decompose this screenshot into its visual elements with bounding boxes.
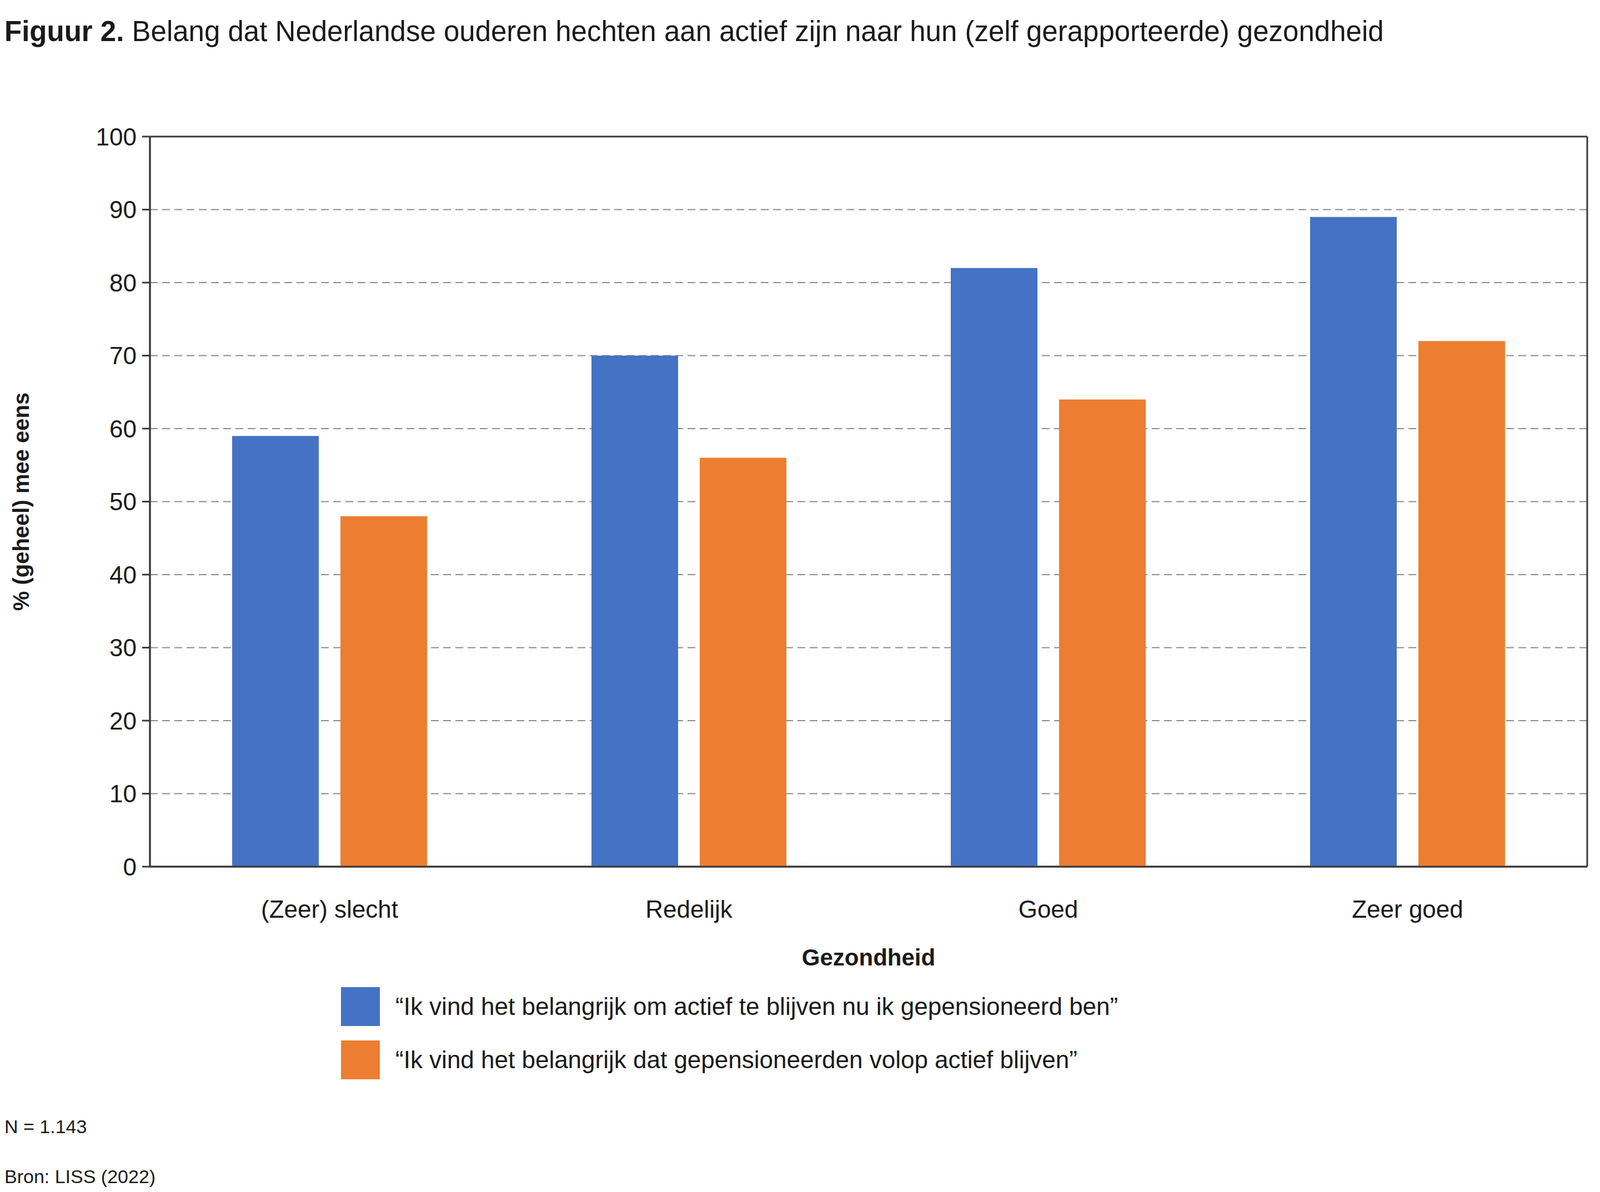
svg-text:Goed: Goed: [1018, 895, 1079, 924]
svg-text:90: 90: [109, 196, 137, 224]
html-text:Bron: LISS (2022): Bron: LISS (2022): [4, 1166, 156, 1188]
svg-text:% (geheel) mee eens: % (geheel) mee eens: [8, 392, 34, 612]
html-text:N = 1.143: N = 1.143: [4, 1116, 87, 1138]
svg-text:(Zeer) slecht: (Zeer) slecht: [261, 895, 399, 924]
svg-text:20: 20: [109, 707, 137, 735]
svg-text:40: 40: [109, 561, 137, 589]
svg-text:100: 100: [96, 123, 137, 151]
svg-text:70: 70: [109, 342, 137, 370]
svg-text:10: 10: [109, 780, 137, 808]
svg-text:60: 60: [109, 415, 137, 443]
svg-text:Zeer goed: Zeer goed: [1351, 895, 1464, 924]
html-text:“Ik vind het belangrijk dat ge: “Ik vind het belangrijk dat gepensioneer…: [395, 1046, 1078, 1074]
svg-text:Gezondheid: Gezondheid: [801, 944, 936, 971]
svg-text:30: 30: [109, 634, 137, 662]
svg-text:80: 80: [109, 269, 137, 297]
html-text:Figuur 2. Belang dat Nederland: Figuur 2. Belang dat Nederlandse ouderen…: [4, 15, 1384, 48]
svg-text:Redelijk: Redelijk: [645, 895, 734, 924]
svg-text:50: 50: [109, 488, 137, 516]
html-text:“Ik vind het belangrijk om act: “Ik vind het belangrijk om actief te bli…: [395, 992, 1119, 1021]
svg-text:0: 0: [123, 853, 137, 881]
